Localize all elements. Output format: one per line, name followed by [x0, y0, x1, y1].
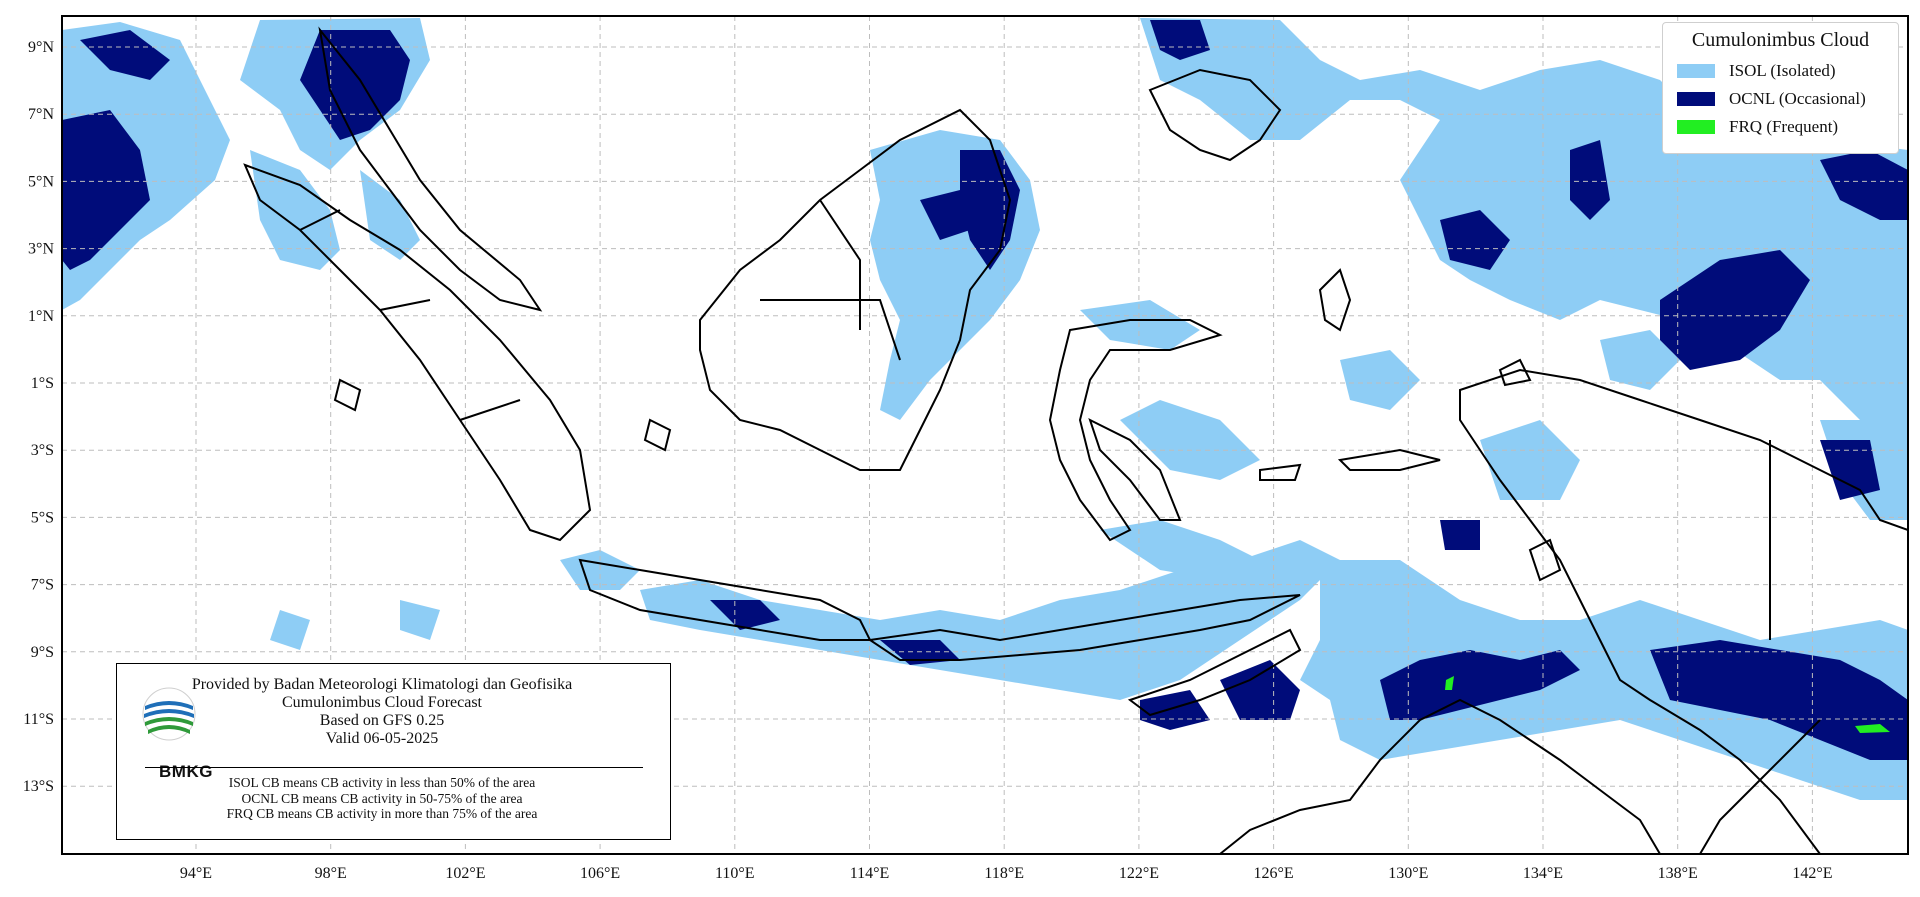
legend-label-ocnl: OCNL (Occasional) — [1729, 89, 1866, 108]
info-model: Based on GFS 0.25 — [319, 712, 445, 729]
bmkg-logo: BMKG — [139, 684, 212, 781]
info-valid-date: Valid 06-05-2025 — [325, 730, 439, 747]
lat-tick-label: 9°N — [28, 39, 54, 56]
bmkg-logo-text: BMKG — [159, 762, 213, 781]
info-provider: Provided by Badan Meteorologi Klimatolog… — [191, 676, 573, 693]
legend-swatch-ocnl — [1677, 92, 1715, 106]
lat-tick-label: 5°S — [31, 509, 54, 526]
lat-tick-label: 13°S — [23, 778, 54, 795]
ocnl-cloud-layer — [62, 20, 1908, 760]
legend-item-ocnl: OCNL (Occasional) — [1677, 87, 1866, 111]
lon-tick-label: 102°E — [445, 865, 485, 882]
lon-tick-label: 114°E — [850, 865, 890, 882]
lat-tick-label: 11°S — [23, 711, 54, 728]
info-note-isol: ISOL CB means CB activity in less than 5… — [228, 775, 536, 790]
info-product: Cumulonimbus Cloud Forecast — [282, 694, 482, 711]
lat-tick-label: 7°N — [28, 106, 54, 123]
lat-tick-label: 7°S — [31, 577, 54, 594]
latitude-labels: 9°N 7°N 5°N 3°N 1°N 1°S 3°S 5°S 7°S 9°S 11°S 13°S — [23, 39, 55, 795]
info-divider — [145, 767, 643, 768]
info-note-frq: FRQ CB means CB activity in more than 75… — [226, 806, 538, 821]
legend-label-frq: FRQ (Frequent) — [1729, 117, 1839, 136]
lon-tick-label: 110°E — [715, 865, 755, 882]
legend: Cumulonimbus Cloud ISOL (Isolated) OCNL … — [1662, 22, 1899, 154]
lon-tick-label: 142°E — [1792, 865, 1832, 882]
lon-tick-label: 94°E — [180, 865, 212, 882]
lat-tick-label: 3°N — [28, 241, 54, 258]
lat-tick-label: 1°N — [28, 308, 54, 325]
lat-tick-label: 5°N — [28, 173, 54, 190]
info-notes: ISOL CB means CB activity in less than 5… — [177, 775, 587, 822]
legend-item-isol: ISOL (Isolated) — [1677, 59, 1836, 83]
lon-tick-label: 118°E — [984, 865, 1024, 882]
coastlines — [243, 26, 1909, 855]
lon-tick-label: 98°E — [315, 865, 347, 882]
lon-tick-label: 126°E — [1254, 865, 1294, 882]
legend-title: Cumulonimbus Cloud — [1691, 29, 1870, 51]
legend-swatch-isol — [1677, 64, 1715, 78]
graticule — [62, 16, 1908, 854]
lon-tick-label: 130°E — [1388, 865, 1428, 882]
lat-tick-label: 1°S — [31, 375, 54, 392]
map-frame — [61, 15, 1909, 855]
bmkg-logo-icon — [142, 687, 196, 741]
legend-swatch-frq — [1677, 120, 1715, 134]
frq-cloud-layer — [1445, 676, 1890, 733]
info-box: BMKG Provided by Badan Meteorologi Klima… — [116, 663, 671, 840]
lon-tick-label: 134°E — [1523, 865, 1563, 882]
longitude-labels: 94°E 98°E 102°E 106°E 110°E 114°E 118°E 122°E 12… — [180, 865, 1833, 882]
lat-tick-label: 3°S — [31, 442, 54, 459]
lat-tick-label: 9°S — [31, 644, 54, 661]
legend-item-frq: FRQ (Frequent) — [1677, 115, 1838, 139]
lon-tick-label: 138°E — [1658, 865, 1698, 882]
lon-tick-label: 122°E — [1119, 865, 1159, 882]
info-main-text: Provided by Badan Meteorologi Klimatolog… — [177, 676, 587, 748]
lon-tick-label: 106°E — [580, 865, 620, 882]
legend-label-isol: ISOL (Isolated) — [1729, 61, 1836, 80]
info-note-ocnl: OCNL CB means CB activity in 50-75% of t… — [241, 790, 523, 806]
